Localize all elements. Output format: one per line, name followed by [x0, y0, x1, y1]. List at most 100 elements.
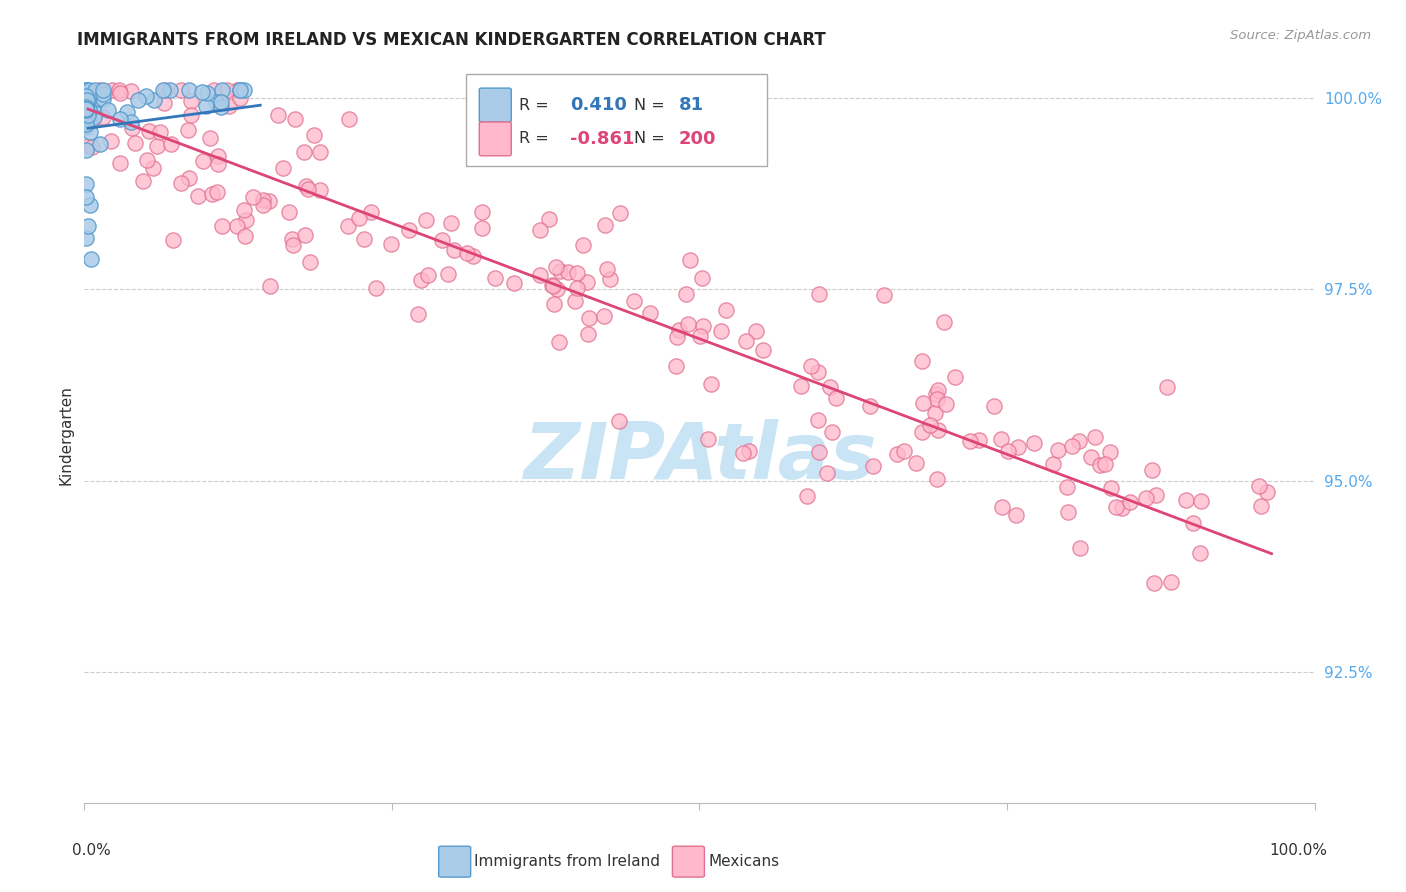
Point: [233, 83, 256, 97]
Point: [1057, 505, 1080, 519]
Point: [75, 86, 97, 100]
Point: [177, 83, 200, 97]
Point: [436, 267, 458, 281]
Point: [142, 93, 165, 107]
Point: [337, 112, 360, 127]
Point: [700, 376, 723, 391]
Point: [121, 121, 143, 136]
Point: [347, 211, 370, 225]
Point: [295, 178, 318, 193]
Point: [75, 101, 97, 115]
Point: [177, 123, 200, 137]
Point: [309, 145, 332, 159]
Text: IMMIGRANTS FROM IRELAND VS MEXICAN KINDERGARTEN CORRELATION CHART: IMMIGRANTS FROM IRELAND VS MEXICAN KINDE…: [77, 31, 827, 49]
FancyBboxPatch shape: [479, 88, 512, 122]
Point: [80, 139, 103, 153]
Point: [1135, 491, 1157, 506]
Point: [75, 99, 97, 113]
Point: [807, 365, 830, 379]
Point: [211, 219, 233, 233]
Point: [463, 249, 485, 263]
Point: [567, 266, 589, 280]
Point: [75, 107, 97, 121]
Point: [409, 272, 432, 286]
Point: [75, 103, 97, 117]
Point: [1182, 516, 1205, 530]
Point: [927, 383, 949, 397]
Point: [475, 134, 498, 148]
Point: [690, 271, 713, 285]
Point: [169, 83, 191, 97]
Point: [284, 112, 307, 127]
Point: [75, 231, 97, 245]
Point: [398, 223, 420, 237]
Point: [132, 174, 155, 188]
Point: [593, 218, 616, 232]
Point: [692, 319, 714, 334]
Point: [807, 413, 830, 427]
Point: [77, 103, 100, 117]
Text: 200: 200: [679, 130, 716, 148]
Point: [1189, 493, 1212, 508]
Point: [675, 287, 697, 301]
Text: 0.0%: 0.0%: [72, 843, 111, 858]
Point: [170, 176, 193, 190]
Point: [665, 359, 688, 373]
Point: [108, 112, 131, 127]
Point: [800, 359, 823, 373]
Point: [862, 458, 884, 473]
Point: [927, 472, 949, 486]
Point: [135, 88, 157, 103]
Point: [471, 221, 494, 235]
Point: [207, 149, 229, 163]
Point: [304, 128, 326, 143]
Point: [911, 354, 934, 368]
Point: [191, 154, 214, 169]
Point: [927, 423, 949, 437]
Text: 81: 81: [679, 96, 703, 114]
Text: 0.410: 0.410: [571, 96, 627, 114]
Point: [1189, 546, 1212, 560]
Point: [75, 120, 97, 134]
Point: [257, 194, 280, 208]
Point: [75, 99, 97, 113]
Point: [82, 86, 104, 100]
Point: [297, 181, 319, 195]
Point: [886, 447, 908, 461]
Point: [599, 272, 621, 286]
Point: [825, 392, 848, 406]
Point: [578, 326, 600, 341]
Point: [138, 124, 160, 138]
Point: [93, 92, 115, 106]
Point: [925, 386, 948, 401]
Point: [443, 243, 465, 257]
Point: [76, 94, 98, 108]
Point: [218, 99, 240, 113]
Point: [252, 198, 274, 212]
Text: 100.0%: 100.0%: [1268, 843, 1327, 858]
Point: [364, 281, 387, 295]
Point: [638, 306, 661, 320]
Point: [142, 161, 165, 175]
Point: [252, 193, 274, 207]
Point: [180, 108, 202, 122]
Point: [225, 219, 247, 234]
Point: [75, 143, 97, 157]
Point: [75, 107, 97, 121]
Point: [1105, 500, 1128, 515]
Point: [607, 413, 630, 427]
Point: [796, 489, 818, 503]
Point: [697, 432, 720, 446]
Y-axis label: Kindergarten: Kindergarten: [58, 385, 73, 484]
Point: [710, 325, 733, 339]
Point: [337, 219, 360, 233]
Point: [1084, 430, 1107, 444]
Point: [200, 131, 222, 145]
Point: [149, 125, 172, 139]
Point: [89, 136, 111, 151]
Point: [959, 434, 981, 448]
Point: [440, 216, 463, 230]
Point: [79, 198, 101, 212]
Point: [187, 188, 209, 202]
Point: [564, 294, 586, 309]
